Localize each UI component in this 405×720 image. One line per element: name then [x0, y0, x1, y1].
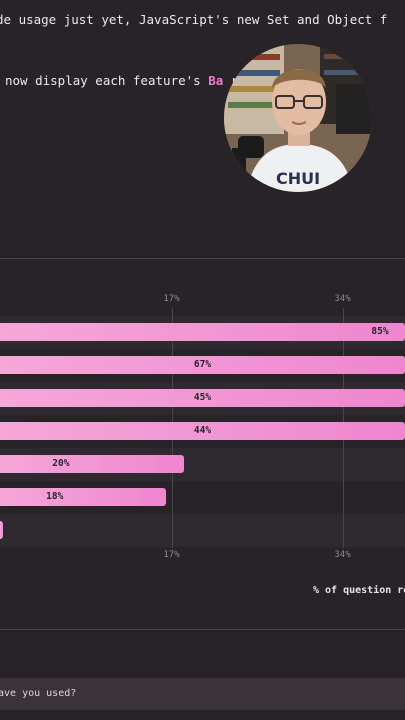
- tick-label-bottom: 17%: [163, 550, 180, 560]
- tick-label-top: 34%: [334, 294, 351, 304]
- bar[interactable]: [0, 389, 405, 407]
- intro-line-1: de usage just yet, JavaScript's new Set …: [0, 12, 388, 27]
- tick-label-top: 17%: [163, 294, 180, 304]
- chart-top-divider: [0, 258, 405, 259]
- chart-row-bg: [0, 514, 405, 547]
- bar-data-label: 45%: [193, 392, 212, 403]
- bar-data-label: 67%: [193, 359, 212, 370]
- bar[interactable]: [0, 455, 185, 473]
- question-bar[interactable]: ave you used?: [0, 678, 405, 710]
- intro-line-2-start: now display each feature's: [5, 73, 209, 88]
- bar[interactable]: [0, 422, 405, 440]
- bar[interactable]: [0, 488, 166, 506]
- bar[interactable]: [0, 323, 405, 341]
- bar-data-label: 44%: [193, 425, 212, 436]
- intro-highlight: Ba: [208, 73, 224, 88]
- x-axis-label: % of question re: [313, 585, 405, 596]
- bar-chart: 17% 17% 34% 34% 85% 67% 45% 44% 20% 18% % of ques…: [0, 262, 405, 630]
- bar[interactable]: [0, 521, 3, 539]
- tick-label-bottom: 34%: [334, 550, 351, 560]
- bar-data-label: 85%: [371, 326, 389, 337]
- presenter-webcam-icon: CHUI: [224, 44, 372, 192]
- bar[interactable]: [0, 356, 405, 374]
- bar-data-label: 20%: [52, 458, 70, 469]
- bar-data-label: 18%: [46, 491, 64, 502]
- svg-text:CHUI: CHUI: [276, 169, 320, 188]
- chart-bottom-divider: [0, 629, 405, 630]
- question-text: ave you used?: [0, 688, 77, 699]
